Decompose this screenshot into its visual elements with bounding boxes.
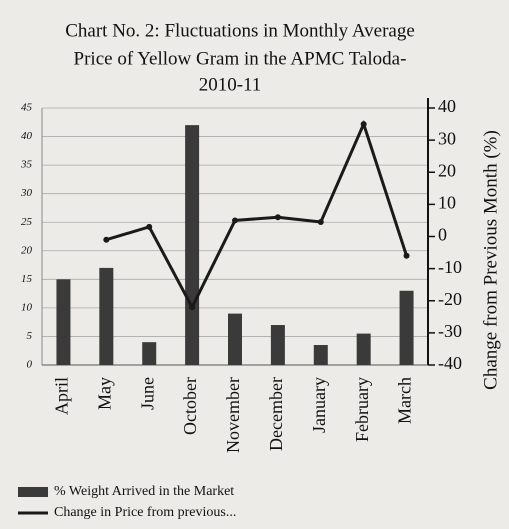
- y-tick-label: 35: [20, 159, 33, 171]
- y-tick-label: 40: [21, 130, 33, 142]
- line-point: [146, 223, 153, 230]
- y2-tick-label: -20: [438, 289, 462, 309]
- chart-title: 2010-11: [199, 74, 262, 95]
- y2-tick-label: 0: [438, 225, 447, 245]
- y2-tick-label: -40: [438, 353, 462, 373]
- line-point: [103, 236, 110, 243]
- x-tick-label: October: [180, 377, 200, 435]
- x-tick-label: May: [94, 377, 114, 410]
- legend-label: % Weight Arrived in the Market: [54, 484, 234, 499]
- y-tick-label: 5: [27, 330, 33, 342]
- x-tick-label: February: [352, 377, 372, 442]
- line-point: [403, 252, 410, 259]
- chart-title: Chart No. 2: Fluctuations in Monthly Ave…: [65, 20, 415, 41]
- y-tick-label: 0: [27, 359, 33, 371]
- x-tick-label: June: [137, 377, 157, 410]
- y2-axis-label: Change from Previous Month (%): [480, 130, 501, 390]
- y2-tick-label: -10: [438, 257, 462, 277]
- y-tick-label: 20: [21, 244, 33, 256]
- bar: [56, 279, 71, 365]
- x-tick-label: November: [223, 377, 243, 453]
- y-tick-label: 45: [21, 102, 33, 114]
- line-point: [232, 217, 238, 224]
- chart-title: Price of Yellow Gram in the APMC Taloda-: [74, 48, 407, 69]
- bar: [270, 325, 285, 365]
- x-tick-label: March: [395, 377, 415, 424]
- bar: [142, 342, 157, 365]
- bar: [185, 125, 200, 365]
- y-tick-label: 30: [20, 187, 33, 199]
- bar: [313, 345, 328, 365]
- line-point: [274, 214, 281, 221]
- bar: [228, 313, 242, 365]
- y2-tick-label: 30: [438, 128, 456, 148]
- x-tick-label: April: [52, 377, 72, 415]
- y-tick-label: 10: [21, 301, 33, 313]
- x-tick-label: January: [309, 377, 329, 433]
- y2-tick-label: 20: [438, 160, 456, 180]
- line-point: [360, 121, 367, 128]
- bar: [99, 267, 114, 365]
- line-point: [189, 304, 196, 311]
- y-tick-label: 15: [21, 273, 33, 285]
- line-point: [317, 219, 324, 226]
- legend-label: Change in Price from previous...: [54, 505, 236, 520]
- legend-swatch: [18, 487, 48, 497]
- y2-tick-label: 40: [438, 96, 456, 116]
- line: [105, 119, 408, 311]
- y2-tick-label: 10: [438, 193, 456, 213]
- y2-tick-label: -30: [438, 321, 462, 341]
- y-tick-label: 25: [21, 216, 33, 228]
- bar: [356, 333, 371, 365]
- x-tick-label: December: [266, 377, 286, 451]
- bar: [399, 290, 414, 365]
